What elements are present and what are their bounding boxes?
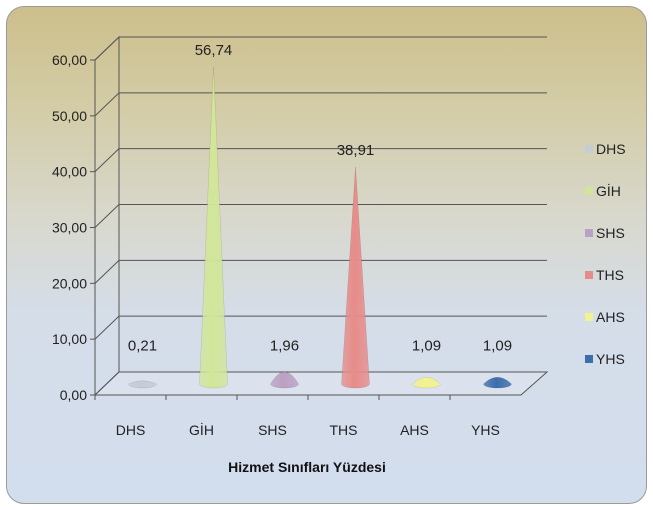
legend-item-shs: SHS [585, 225, 625, 241]
gridline [94, 148, 547, 173]
x-tick-label: YHS [471, 422, 500, 438]
cone-ths [341, 166, 370, 389]
gridline [94, 204, 547, 228]
cone-body [199, 67, 228, 389]
legend-label: GİH [596, 182, 621, 199]
legend-swatch [585, 271, 593, 279]
value-label: 1,09 [412, 337, 441, 354]
cone-shs [270, 371, 299, 389]
y-axis-ticks: 0,00 10,00 20,00 30,00 40,00 50,00 60,00 [52, 52, 95, 403]
gridlines [94, 36, 547, 396]
x-tick-label: THS [330, 422, 358, 438]
cone-body [341, 166, 370, 389]
cone-body [270, 371, 299, 389]
y-tick-label: 20,00 [52, 275, 87, 291]
cones [128, 67, 512, 389]
legend: DHS GİH SHS THS AHS YHS [585, 141, 626, 367]
x-tick-label: DHS [116, 422, 146, 438]
legend-label: THS [596, 267, 624, 283]
floor-plane [93, 371, 549, 396]
legend-label: SHS [596, 225, 625, 241]
y-tick-label: 60,00 [52, 52, 87, 68]
cone-ahs [412, 377, 441, 389]
value-labels: 0,21 56,74 1,96 38,91 1,09 1,09 [128, 42, 512, 354]
cone-yhs [483, 377, 512, 389]
legend-item-ahs: AHS [585, 309, 625, 325]
gridline [94, 315, 547, 340]
gridline [94, 259, 547, 284]
legend-item-ths: THS [585, 267, 624, 283]
legend-label: DHS [596, 141, 626, 157]
y-tick-label: 30,00 [52, 220, 87, 236]
y-tick-label: 40,00 [52, 164, 87, 180]
value-label: 56,74 [195, 42, 233, 59]
x-tick-label: SHS [258, 422, 287, 438]
value-label: 1,09 [483, 337, 512, 354]
chart-frame: 0,00 10,00 20,00 30,00 40,00 50,00 60,00 0,21 5… [6, 6, 647, 504]
cone-body [128, 380, 157, 389]
cone-body [412, 377, 441, 389]
value-label: 38,91 [337, 142, 375, 159]
legend-item-dhs: DHS [585, 141, 626, 157]
value-label: 0,21 [128, 337, 157, 354]
cone-dhs [128, 380, 157, 389]
x-tick-label: GİH [189, 421, 214, 438]
legend-swatch [585, 355, 593, 363]
legend-item-gi̇h: GİH [585, 182, 621, 199]
gridline [94, 92, 547, 117]
value-label: 1,96 [270, 337, 299, 354]
legend-swatch [585, 313, 593, 321]
cone-body [483, 377, 512, 389]
legend-swatch [585, 145, 593, 153]
gridline [94, 36, 547, 61]
cone-chart: 0,00 10,00 20,00 30,00 40,00 50,00 60,00 0,21 5… [52, 35, 626, 475]
x-axis-ticks: DHS GİH SHS THS AHS YHS [94, 395, 500, 438]
y-tick-label: 0,00 [60, 387, 87, 403]
x-axis-title: Hizmet Sınıfları Yüzdesi [228, 459, 386, 475]
y-tick-label: 50,00 [52, 108, 87, 124]
y-tick-label: 10,00 [52, 331, 87, 347]
chart-floor [93, 60, 549, 396]
legend-item-yhs: YHS [585, 351, 625, 367]
legend-swatch [585, 187, 593, 195]
cone-gi̇h [199, 67, 228, 389]
x-tick-label: AHS [400, 422, 429, 438]
legend-label: AHS [596, 309, 625, 325]
legend-label: YHS [596, 351, 625, 367]
legend-swatch [585, 229, 593, 237]
